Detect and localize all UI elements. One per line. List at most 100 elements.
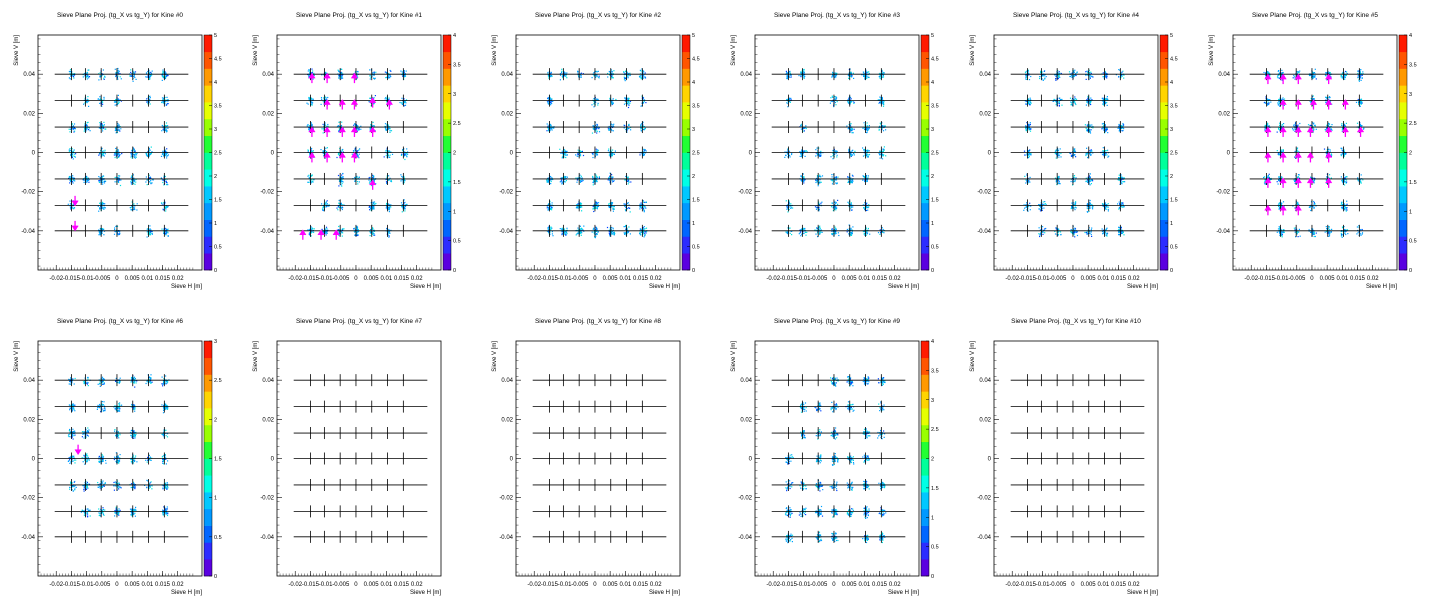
data-point — [389, 177, 391, 179]
data-point — [816, 152, 818, 154]
data-point — [550, 128, 552, 130]
data-point — [546, 179, 548, 181]
data-point — [577, 232, 579, 234]
data-point — [564, 181, 566, 183]
data-point — [611, 130, 613, 132]
data-point — [868, 128, 870, 130]
data-point — [389, 77, 391, 79]
sieve-grid — [293, 68, 428, 237]
data-point — [373, 230, 376, 232]
data-point — [388, 235, 390, 237]
color-bar-step — [682, 35, 690, 53]
data-point — [627, 106, 630, 109]
data-point — [881, 101, 883, 103]
data-point — [117, 122, 119, 125]
data-point — [816, 180, 818, 182]
data-point — [594, 181, 597, 183]
data-point — [836, 156, 838, 158]
color-bar-step — [682, 236, 690, 254]
data-point — [592, 153, 594, 155]
data-point — [547, 100, 549, 102]
data-point — [803, 72, 805, 74]
data-point — [166, 130, 168, 132]
color-bar-label: 0 — [214, 268, 217, 274]
data-point — [580, 72, 583, 74]
data-point — [788, 75, 790, 77]
data-point — [628, 100, 630, 102]
data-point — [624, 125, 626, 127]
data-point — [788, 100, 790, 103]
color-bar-step — [682, 202, 690, 220]
data-point — [104, 76, 106, 78]
data-point — [641, 229, 643, 231]
data-point — [593, 72, 595, 74]
data-point — [164, 76, 166, 78]
data-point — [831, 180, 833, 182]
data-point — [639, 231, 641, 233]
data-point — [325, 226, 328, 228]
data-point — [642, 208, 645, 210]
data-point — [852, 100, 854, 102]
data-point — [115, 74, 117, 76]
data-point — [390, 70, 392, 72]
data-point — [548, 177, 550, 179]
data-point — [369, 97, 371, 99]
data-point — [405, 154, 407, 156]
data-point — [145, 154, 148, 156]
data-point — [879, 99, 881, 101]
data-point — [847, 179, 850, 181]
color-bar-step — [204, 253, 212, 271]
data-point — [68, 70, 70, 73]
data-point — [611, 154, 613, 156]
data-point — [373, 77, 375, 79]
data-point — [609, 205, 611, 207]
data-point — [642, 200, 644, 202]
data-point — [627, 202, 629, 204]
color-bar-label: 4.5 — [692, 57, 700, 63]
data-point — [789, 205, 791, 207]
data-point — [373, 125, 375, 127]
data-point — [341, 231, 343, 234]
data-point — [607, 128, 609, 130]
data-point — [354, 123, 356, 125]
data-point — [815, 152, 817, 154]
data-point — [102, 150, 104, 152]
data-point — [130, 182, 132, 184]
x-tick-label: -0.01 — [319, 276, 333, 282]
data-point — [627, 183, 629, 185]
data-point — [372, 208, 374, 210]
data-point — [69, 205, 71, 207]
marker-arrow — [71, 200, 79, 207]
data-point — [150, 146, 152, 148]
color-bar-step — [204, 68, 212, 86]
data-point — [132, 147, 134, 149]
color-bar-step — [443, 236, 451, 254]
data-point — [354, 148, 356, 150]
marker-arrow — [369, 126, 377, 133]
data-point — [165, 229, 167, 231]
data-point — [628, 127, 630, 130]
data-point — [307, 124, 309, 126]
data-point — [610, 69, 612, 71]
data-point — [800, 75, 802, 77]
data-point — [401, 97, 403, 99]
data-point — [609, 153, 611, 155]
data-point — [626, 232, 628, 234]
data-point — [641, 130, 643, 132]
data-point — [72, 158, 74, 160]
data-point — [73, 127, 75, 129]
data-point — [116, 77, 118, 79]
data-point — [612, 102, 614, 104]
data-point — [639, 208, 641, 210]
data-point — [134, 73, 136, 75]
data-point — [612, 227, 614, 229]
data-point — [68, 128, 70, 130]
data-point — [337, 125, 340, 127]
data-point — [311, 150, 313, 152]
y-tick-label: 0.02 — [501, 111, 513, 117]
data-point — [308, 174, 310, 176]
data-point — [368, 101, 370, 103]
data-point — [82, 74, 84, 76]
data-point — [134, 76, 136, 79]
data-point — [549, 177, 551, 179]
